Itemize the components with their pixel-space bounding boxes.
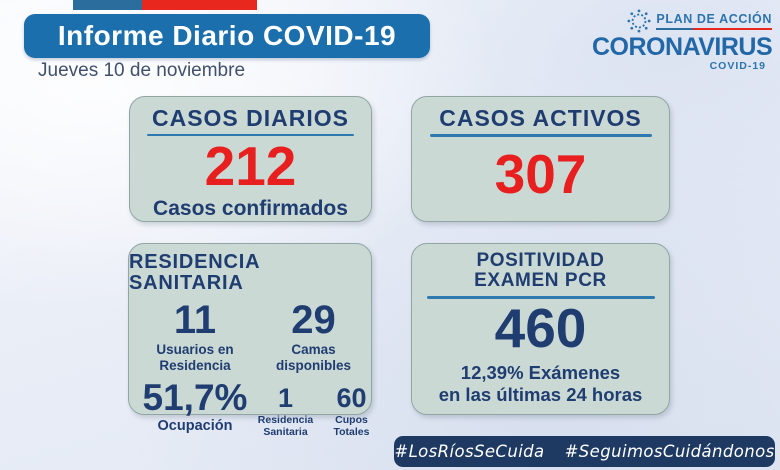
stat-value: 11 <box>173 298 217 342</box>
card-residencia-title: RESIDENCIA SANITARIA <box>129 251 260 294</box>
stat-camas-disponibles: 29 Camas disponibles <box>259 300 369 373</box>
positividad-caption: 12,39% Exámenes en las últimas 24 horas <box>439 362 643 406</box>
stat-value: 60 <box>336 383 367 414</box>
stat-label: Residencia Sanitaria <box>257 414 314 439</box>
title-underline <box>429 134 652 138</box>
casos-activos-value: 307 <box>494 143 587 206</box>
residencia-stats-grid: 11 Usuarios en Residencia 29 Camas dispo… <box>129 300 371 438</box>
stat-label: Camas disponibles <box>275 342 351 373</box>
hashtag-losrios: #LosRíosSeCuida <box>394 442 545 461</box>
positividad-value: 460 <box>494 296 587 359</box>
report-date: Jueves 10 de noviembre <box>38 60 246 81</box>
positividad-caption-line2: en las últimas 24 horas <box>438 384 643 406</box>
card-casos-activos-title: CASOS ACTIVOS <box>439 105 642 131</box>
stat-value: 51,7% <box>142 377 248 419</box>
casos-diarios-value: 212 <box>204 135 297 197</box>
logo-top-row: PLAN DE ACCIÓN <box>592 9 772 33</box>
card-casos-activos: CASOS ACTIVOS 307 <box>411 96 670 222</box>
stat-value: 1 <box>277 383 294 414</box>
casos-diarios-caption: Casos confirmados <box>153 197 348 220</box>
coronavirus-logo: PLAN DE ACCIÓN CORONAVIRUS COVID-19 <box>592 9 773 73</box>
card-casos-diarios-title: CASOS DIARIOS <box>151 105 350 131</box>
logo-brand-text: CORONAVIRUS <box>592 33 773 61</box>
title-underline <box>426 295 655 299</box>
logo-plan-text: PLAN DE ACCIÓN <box>656 12 772 30</box>
hashtag-seguimos: #SeguimosCuidándonos <box>564 442 775 461</box>
stat-ocupacion: 51,7% Ocupación <box>132 379 259 438</box>
stat-value: 29 <box>291 298 336 342</box>
stat-duo-group: 1 Residencia Sanitaria 60 Cupos Totales <box>258 385 370 439</box>
card-casos-diarios: CASOS DIARIOS 212 Casos confirmados <box>129 96 372 222</box>
stat-usuarios-en-residencia: 11 Usuarios en Residencia <box>132 300 259 373</box>
stat-residencia-sanitaria-count: 1 Residencia Sanitaria <box>253 383 319 439</box>
card-residencia-sanitaria: RESIDENCIA SANITARIA 11 Usuarios en Resi… <box>128 243 372 438</box>
positividad-title-line1: POSITIVIDAD <box>476 250 605 271</box>
stat-cupos-totales: 60 Cupos Totales <box>329 383 375 439</box>
hashtag-bar: #LosRíosSeCuida #SeguimosCuidándonos <box>394 436 775 467</box>
ribbon-blue-segment <box>73 0 142 10</box>
card-positividad-title: POSITIVIDAD EXAMEN PCR <box>474 251 607 291</box>
positividad-caption-line1: 12,39% Exámenes <box>460 361 621 383</box>
card-positividad-pcr: POSITIVIDAD EXAMEN PCR 460 12,39% Exámen… <box>411 243 670 415</box>
logo-covid-text: COVID-19 <box>709 60 766 73</box>
positividad-title-line2: EXAMEN PCR <box>474 269 607 291</box>
ribbon-red-segment <box>142 0 257 10</box>
stat-label: Ocupación <box>157 418 233 435</box>
stat-label: Usuarios en Residencia <box>156 342 234 373</box>
page-title: Informe Diario COVID-19 <box>57 20 397 51</box>
gov-ribbon <box>73 0 257 10</box>
title-banner: Informe Diario COVID-19 <box>24 14 430 58</box>
virus-icon <box>627 9 651 33</box>
title-underline <box>147 134 354 136</box>
stat-label: Cupos Totales <box>333 414 370 439</box>
